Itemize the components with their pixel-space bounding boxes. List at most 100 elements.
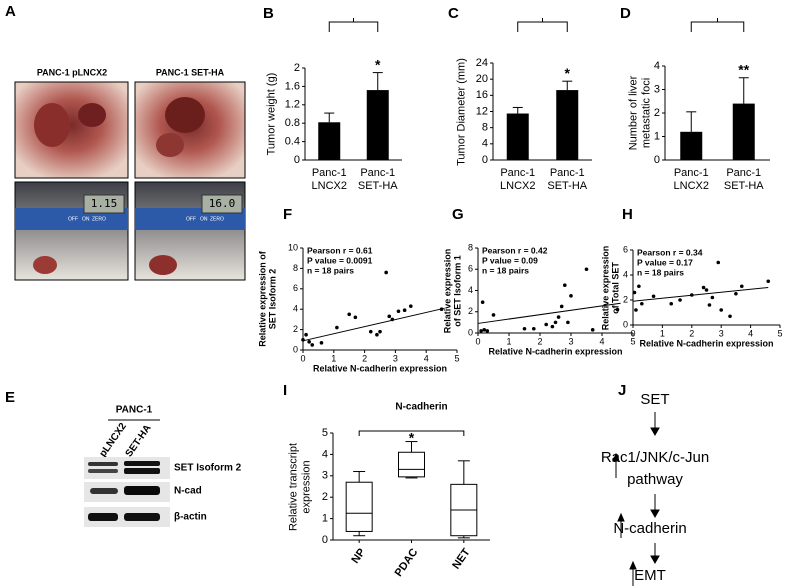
pathway-node: SET [640, 391, 670, 408]
x-axis-label: Relative N-cadherin expression [313, 363, 447, 373]
point [719, 308, 723, 312]
point [584, 267, 589, 272]
caliper-display: 1.15 [91, 197, 118, 210]
point [556, 315, 561, 319]
y-tick-label: 20 [476, 73, 488, 85]
point [491, 313, 496, 317]
y-tick-label: 2 [294, 62, 300, 74]
point [301, 338, 305, 342]
y-tick-label: 0.4 [285, 136, 300, 148]
y-tick-label: 1.6 [285, 80, 300, 92]
x-tick-label: 1 [660, 328, 665, 338]
stat-annotation: Pearson r = 0.34 [637, 247, 703, 257]
point [563, 283, 567, 287]
panel-label: G [452, 206, 464, 223]
y-tick-label: 6 [468, 264, 473, 274]
stat-annotation: Pearson r = 0.61 [307, 245, 373, 255]
point [550, 324, 555, 329]
pathway-node: Rac1/JNK/c-Jun pathway [600, 449, 710, 488]
bar [366, 90, 389, 160]
y-tick-label: 4 [293, 304, 298, 314]
point [485, 329, 490, 333]
point [637, 284, 641, 289]
y-tick-label: 1.2 [285, 99, 300, 111]
y-tick-label: 2 [322, 491, 328, 503]
point [304, 332, 308, 337]
point [566, 320, 570, 325]
y-tick-label: 0 [322, 534, 328, 546]
significance-label: * [565, 65, 571, 81]
point [347, 312, 352, 317]
point [615, 307, 620, 312]
bar [506, 113, 529, 160]
y-tick-label: 0 [654, 154, 660, 166]
photo-label: PANC-1 SET-HA [156, 67, 225, 77]
x-tick-label: 4 [748, 328, 753, 338]
x-tick-label: 5 [630, 336, 635, 346]
y-tick-label: 1 [654, 130, 660, 142]
box [345, 481, 373, 532]
point [378, 329, 382, 334]
x-tick-label: 5 [454, 353, 459, 363]
x-tick-label: Panc-1 SET-HA [357, 167, 398, 192]
y-tick-label: 6 [623, 244, 628, 254]
point [544, 322, 548, 327]
y-tick-label: 16 [476, 89, 488, 101]
significance-bracket [517, 18, 568, 32]
x-tick-label: PDAC [393, 546, 421, 578]
caliper-button: ZERO [92, 216, 106, 222]
bar [732, 103, 755, 160]
stat-annotation: P value = 0.09 [482, 255, 538, 265]
point [402, 308, 407, 313]
panel-label: D [620, 5, 631, 22]
x-tick-label: 4 [599, 336, 604, 346]
cell-line-label: PANC-1 [116, 405, 153, 416]
y-tick-label: 1 [322, 513, 328, 525]
stat-annotation: Pearson r = 0.42 [482, 245, 548, 255]
point [387, 314, 392, 319]
y-tick-label: 2 [468, 306, 473, 316]
panel-label: A [5, 3, 16, 20]
blot-image [84, 457, 170, 527]
point [716, 260, 721, 265]
stat-annotation: n = 18 pairs [482, 265, 529, 275]
x-tick-label: Panc-1 LNCX2 [673, 167, 709, 192]
x-tick-label: 3 [393, 353, 398, 363]
y-tick-label: 24 [476, 57, 488, 69]
y-tick-label: 8 [482, 122, 488, 134]
y-axis-label: Tumor Diameter (mm) [455, 57, 468, 166]
stat-annotation: n = 18 pairs [637, 267, 684, 277]
panel-label: I [283, 382, 287, 399]
y-axis-label: Relative transcript expression [287, 442, 312, 531]
bar [680, 131, 703, 160]
y-tick-label: 3 [654, 83, 660, 95]
x-tick-label: 0 [630, 328, 635, 338]
significance-label: * [409, 430, 415, 446]
point [482, 328, 487, 332]
x-tick-label: Panc-1 SET-HA [723, 167, 764, 192]
point [634, 308, 638, 312]
y-tick-label: 2 [654, 107, 660, 119]
point [739, 284, 744, 289]
point [553, 320, 558, 325]
y-tick-label: 0 [468, 327, 473, 337]
point [310, 343, 315, 347]
caliper-photo [14, 181, 246, 281]
x-tick-label: NP [349, 547, 368, 566]
x-tick-label: 5 [777, 328, 782, 338]
point [766, 279, 771, 284]
significance-bracket [690, 18, 745, 32]
point [710, 295, 715, 300]
point [479, 329, 483, 333]
panel-label: F [283, 206, 292, 223]
y-axis-label: Tumor weight (g) [265, 72, 278, 156]
point [307, 340, 311, 344]
caliper-button: OFF [68, 216, 78, 222]
significance-bracket [328, 18, 379, 32]
significance-label: ** [738, 61, 749, 77]
y-tick-label: 8 [468, 242, 473, 252]
point [375, 332, 379, 337]
point [590, 328, 595, 332]
